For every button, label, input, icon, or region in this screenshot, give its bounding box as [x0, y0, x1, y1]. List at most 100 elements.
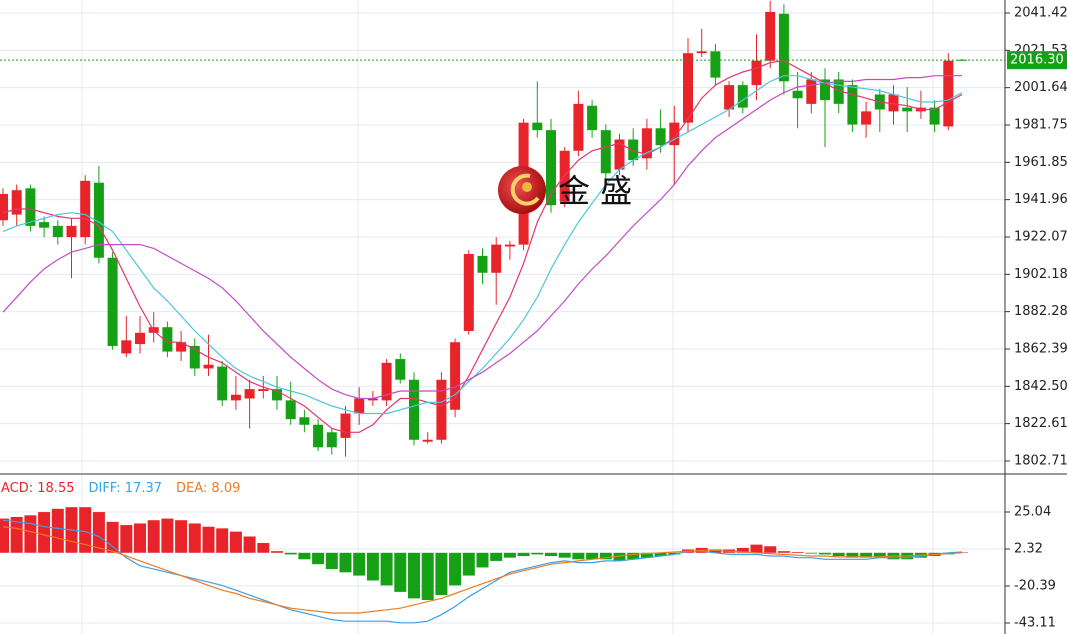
- macd-bar: [832, 552, 845, 557]
- macd-bar: [243, 536, 256, 553]
- macd-bar: [599, 552, 612, 560]
- candle-body: [244, 389, 255, 399]
- macd-bar: [298, 552, 311, 560]
- candle-body: [820, 79, 830, 101]
- y-tick-label: 1922.07: [1014, 229, 1067, 244]
- candle-body: [778, 13, 789, 82]
- candle-body: [600, 130, 611, 174]
- candle-body: [655, 128, 666, 146]
- candle-body: [11, 190, 22, 215]
- line: [2, 60, 963, 433]
- candle-body: [258, 389, 269, 391]
- candle-body: [39, 222, 50, 228]
- candle-body: [491, 244, 502, 273]
- candle-body: [477, 255, 488, 273]
- candle-body: [888, 94, 899, 112]
- candle-body: [751, 60, 762, 86]
- y-tick-label: 1882.28: [1014, 304, 1067, 319]
- candle-body: [326, 432, 337, 448]
- candle-body: [176, 342, 187, 352]
- macd-bar: [462, 552, 475, 576]
- candle-body: [135, 332, 145, 345]
- candle-body: [683, 53, 693, 123]
- candle-body: [313, 424, 324, 448]
- candle-body: [217, 366, 228, 401]
- macd-bar: [805, 552, 818, 554]
- macd-bar: [229, 531, 242, 553]
- candle-body: [833, 79, 844, 104]
- candle-body: [121, 340, 132, 354]
- candle-body: [367, 398, 378, 401]
- macd-bar: [353, 552, 366, 576]
- candle-body: [0, 193, 8, 221]
- candle-body: [902, 107, 913, 112]
- logo-swoosh: [510, 173, 540, 206]
- macd-bar: [380, 552, 393, 586]
- candle-body: [230, 394, 241, 401]
- candle-body: [66, 225, 77, 238]
- macd-bar: [202, 526, 215, 553]
- candle-body: [203, 364, 214, 369]
- macd-legend-item: DEA: 8.09: [176, 481, 240, 496]
- macd-bar: [449, 552, 462, 586]
- macd-bar: [188, 523, 201, 553]
- candle-body: [587, 105, 598, 131]
- y-tick-label: 1961.85: [1014, 155, 1067, 170]
- candle-body: [463, 253, 474, 331]
- y-tick-label: 2001.64: [1014, 80, 1067, 95]
- macd-bar: [147, 520, 160, 553]
- candle-body: [765, 11, 776, 61]
- macd-bar: [257, 543, 270, 553]
- candle-body: [285, 400, 296, 420]
- candle-body: [381, 362, 392, 401]
- watermark-text: 金 盛: [558, 172, 632, 210]
- candle-body: [546, 130, 556, 206]
- macd-bar: [750, 544, 763, 553]
- line: [2, 519, 963, 624]
- candle-body: [80, 180, 91, 238]
- candle-body: [189, 345, 200, 369]
- macd-bar: [873, 552, 886, 558]
- candle-body: [422, 439, 433, 442]
- y-tick-label: 25.04: [1014, 505, 1051, 520]
- macd-bar: [120, 525, 133, 553]
- macd-legend: ACD: 18.55 DIFF: 17.37 DEA: 8.09: [1, 481, 240, 496]
- macd-bar: [51, 508, 64, 553]
- macd-bar: [366, 552, 379, 581]
- candle-body: [395, 359, 406, 380]
- candle-body: [504, 244, 515, 247]
- macd-bar: [312, 552, 325, 565]
- macd-bar: [709, 549, 722, 553]
- y-tick-label: -43.11: [1014, 615, 1056, 630]
- macd-bar: [558, 552, 571, 558]
- candle-body: [162, 327, 173, 352]
- candle-body: [340, 413, 351, 438]
- macd-bar: [325, 552, 338, 570]
- candle-body: [861, 111, 872, 125]
- candle-body: [299, 417, 310, 425]
- line: [2, 526, 963, 614]
- macd-bar: [134, 523, 146, 553]
- macd-bar: [846, 552, 859, 558]
- macd-bar: [791, 551, 804, 553]
- candle-body: [25, 188, 36, 226]
- macd-bar: [271, 551, 283, 553]
- line: [2, 75, 962, 400]
- y-tick-label: 1862.39: [1014, 341, 1067, 356]
- logo-dot: [522, 182, 532, 192]
- candle-body: [409, 379, 419, 440]
- candle-body: [806, 79, 817, 104]
- y-tick-label: -20.39: [1014, 578, 1056, 593]
- macd-bar: [10, 516, 23, 553]
- y-tick-label: 1981.75: [1014, 117, 1067, 132]
- candle-body: [107, 257, 118, 346]
- candle-body: [628, 139, 639, 161]
- macd-bar: [435, 552, 448, 596]
- macd-bar: [0, 518, 9, 553]
- macd-bar: [736, 547, 749, 553]
- macd-bar: [490, 552, 503, 561]
- y-tick-label: 1842.50: [1014, 379, 1067, 394]
- candle-body: [641, 128, 652, 159]
- candle-body: [573, 103, 584, 151]
- macd-bar: [640, 552, 653, 558]
